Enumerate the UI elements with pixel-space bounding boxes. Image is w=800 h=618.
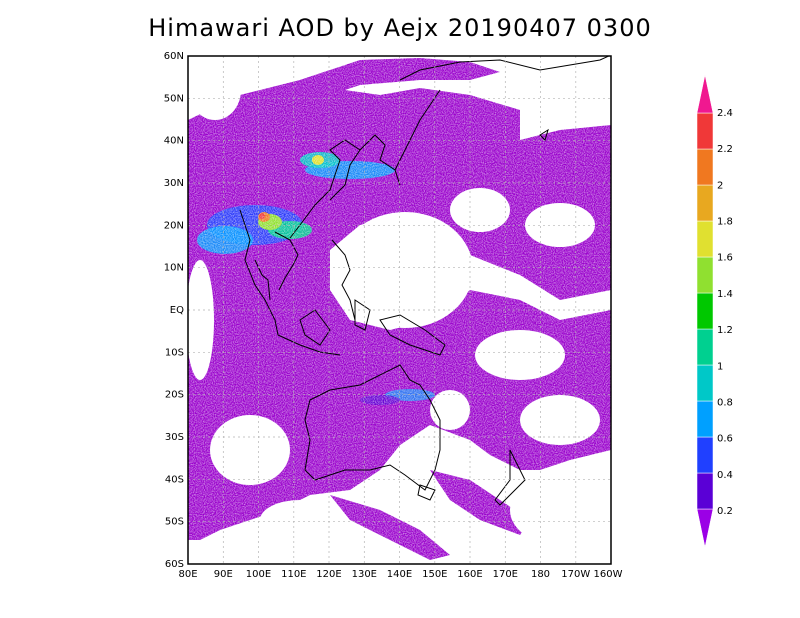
colorbar-segment — [696, 400, 714, 438]
gridlines — [188, 56, 611, 564]
coastlines — [239, 56, 611, 506]
colorbar-segment — [696, 148, 714, 186]
colorbar-segment — [696, 472, 714, 510]
lon-label: 160W — [594, 569, 623, 580]
lat-label: 60N — [164, 51, 184, 62]
lon-label: 150E — [422, 569, 447, 580]
colorbar-segment — [696, 256, 714, 294]
colorbar-label: 0.2 — [717, 506, 733, 517]
colorbar-label: 1.2 — [717, 325, 733, 336]
colorbar-label: 1.4 — [717, 289, 733, 300]
colorbar-label: 0.4 — [717, 470, 733, 481]
colorbar-label: 0.6 — [717, 434, 733, 445]
lon-label: 100E — [246, 569, 271, 580]
colorbar-segment — [696, 508, 714, 548]
lon-label: 140E — [387, 569, 412, 580]
colorbar-segment — [696, 328, 714, 366]
lat-labels: 60N 50N 40N 30N 20N 10N EQ 10S 20S 30S 4… — [164, 51, 184, 570]
colorbar-segment — [696, 220, 714, 258]
colorbar-segment — [696, 184, 714, 222]
lon-label: 170E — [493, 569, 518, 580]
lat-label: 30S — [165, 432, 184, 443]
map-title: Himawari AOD by Aejx 20190407 0300 — [148, 14, 652, 42]
colorbar: 0.2 0.4 0.6 0.8 1 1.2 1.4 1.6 1.8 2 2.2 … — [696, 74, 733, 548]
lat-label: 40S — [165, 474, 184, 485]
colorbar-label: 2.4 — [717, 108, 733, 119]
colorbar-segment — [696, 436, 714, 474]
colorbar-segments — [696, 74, 714, 548]
colorbar-segment — [696, 74, 714, 114]
lat-label: 10N — [164, 263, 184, 274]
colorbar-label: 2.2 — [717, 144, 733, 155]
lon-label: 80E — [178, 569, 197, 580]
lat-label: 10S — [165, 347, 184, 358]
lat-label: 60S — [165, 559, 184, 570]
lon-labels: 80E 90E 100E 110E 120E 130E 140E 150E 16… — [178, 569, 622, 580]
lon-label: 130E — [352, 569, 377, 580]
lon-label: 180 — [531, 569, 550, 580]
lat-label: 40N — [164, 136, 184, 147]
colorbar-segment — [696, 364, 714, 402]
lon-label: 160E — [457, 569, 482, 580]
lon-label: 90E — [214, 569, 233, 580]
lat-label: 20N — [164, 220, 184, 231]
colorbar-label: 2 — [717, 180, 723, 191]
lon-label: 110E — [281, 569, 306, 580]
lon-label: 120E — [316, 569, 341, 580]
colorbar-label: 1 — [717, 361, 723, 372]
lat-label: 50N — [164, 93, 184, 104]
map-frame — [187, 55, 612, 565]
colorbar-segment — [696, 112, 714, 150]
lat-label: 20S — [165, 390, 184, 401]
aod-field — [188, 56, 611, 564]
colorbar-segment — [696, 292, 714, 330]
lat-label: EQ — [170, 305, 184, 316]
colorbar-labels: 0.2 0.4 0.6 0.8 1 1.2 1.4 1.6 1.8 2 2.2 … — [717, 108, 733, 517]
lat-label: 50S — [165, 517, 184, 528]
colorbar-label: 0.8 — [717, 398, 733, 409]
lon-label: 170W — [561, 569, 590, 580]
colorbar-label: 1.8 — [717, 217, 733, 228]
colorbar-label: 1.6 — [717, 253, 733, 264]
lat-label: 30N — [164, 178, 184, 189]
